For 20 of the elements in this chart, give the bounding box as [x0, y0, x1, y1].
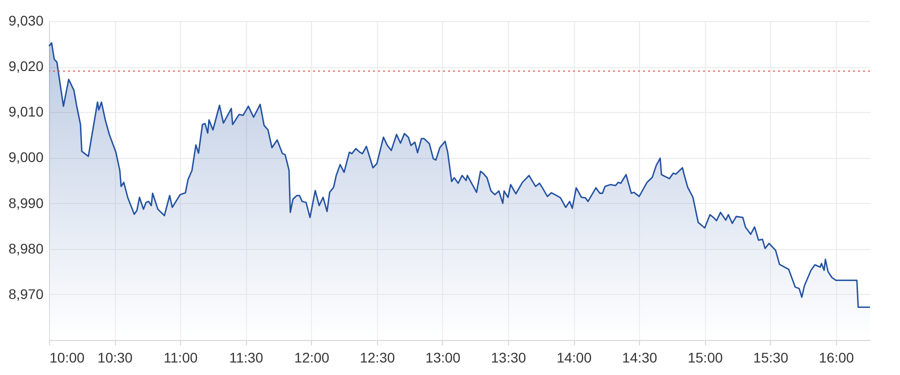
x-tick-label: 13:00 [425, 350, 461, 366]
x-tick-label: 11:00 [164, 350, 198, 366]
y-tick-label: 9,020 [8, 58, 44, 74]
y-tick-label: 9,000 [8, 149, 44, 166]
y-tick-label: 9,010 [8, 104, 44, 120]
y-tick-label: 8,980 [8, 240, 44, 256]
y-tick-label: 9,030 [8, 12, 44, 28]
x-tick-label: 15:30 [753, 350, 789, 366]
x-tick-label: 12:00 [294, 350, 330, 366]
x-tick-label: 16:00 [818, 350, 854, 366]
x-tick-label: 15:00 [688, 350, 723, 366]
x-tick-label: 14:30 [622, 350, 658, 366]
y-tick-label: 8,990 [8, 194, 44, 211]
y-tick-label: 8,970 [8, 286, 44, 302]
x-tick-label: 13:30 [491, 350, 526, 366]
x-tick-label: 10:30 [98, 350, 133, 366]
x-tick-label: 10:00 [50, 350, 85, 366]
x-tick-label: 12:30 [360, 350, 396, 366]
x-tick-label: 14:00 [556, 350, 592, 366]
x-tick-label: 11:30 [229, 350, 264, 366]
